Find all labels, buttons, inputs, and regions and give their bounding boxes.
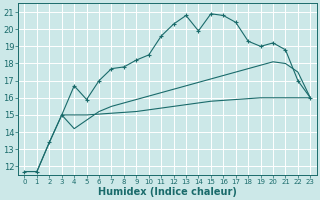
X-axis label: Humidex (Indice chaleur): Humidex (Indice chaleur) [98,187,237,197]
